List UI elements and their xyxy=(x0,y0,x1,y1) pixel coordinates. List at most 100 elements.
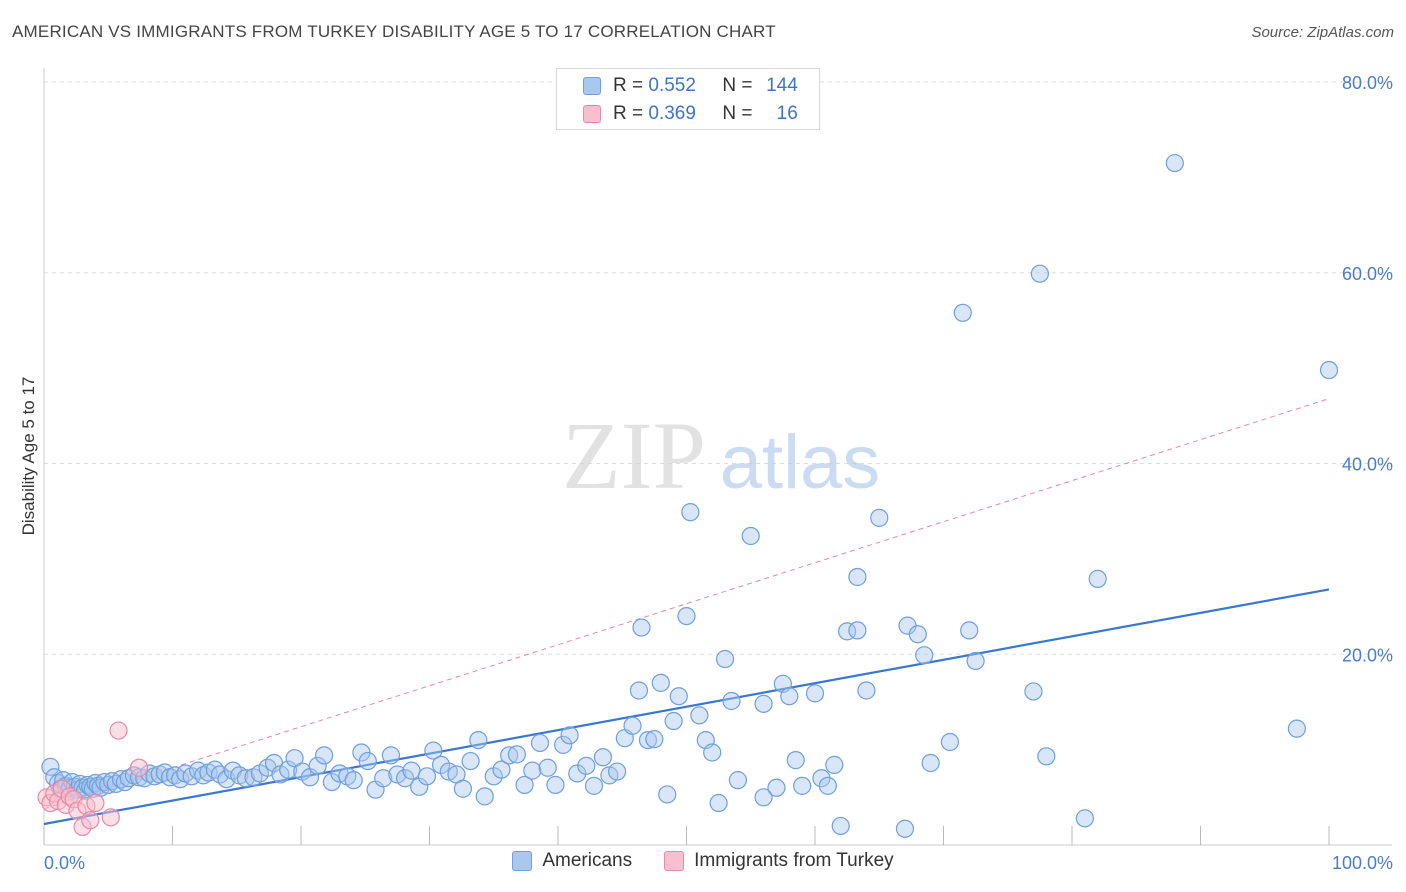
turkey-point xyxy=(86,793,105,813)
legend-r-label: R = xyxy=(613,75,644,96)
americans-point xyxy=(285,749,304,768)
americans-point xyxy=(507,745,526,764)
stats-legend: R = 0.552 N = 144 R = 0.369 N = 16 xyxy=(556,68,820,130)
legend-n-value: 16 xyxy=(776,103,798,124)
americans-point xyxy=(1088,569,1107,589)
americans-point xyxy=(728,771,748,790)
watermark-atlas: atlas xyxy=(720,420,881,505)
legend-row-americans: R = 0.552 N = 144 xyxy=(583,73,798,99)
americans-point xyxy=(358,751,377,771)
americans-point xyxy=(754,694,773,713)
americans-point xyxy=(171,770,190,789)
americans-point xyxy=(645,730,664,749)
americans-point xyxy=(848,567,867,587)
legend-n-label: N = xyxy=(722,103,753,124)
americans-point xyxy=(554,735,573,754)
legend-r-label: R = xyxy=(613,103,644,124)
americans-point xyxy=(629,681,649,700)
americans-point xyxy=(530,733,550,753)
americans-point xyxy=(848,621,867,640)
americans-point xyxy=(374,769,393,788)
americans-point xyxy=(908,625,927,644)
legend-n-label: N = xyxy=(722,75,753,96)
legend-row-turkey: R = 0.369 N = 16 xyxy=(583,101,798,127)
americans-point xyxy=(940,732,960,752)
americans-point xyxy=(658,785,677,804)
legend-n-value: 144 xyxy=(766,75,798,96)
y-tick-label: 60.0% xyxy=(1342,264,1393,284)
turkey-point xyxy=(129,758,149,777)
zipatlas-watermark: ZIP atlas xyxy=(562,402,880,509)
americans-point xyxy=(638,730,658,750)
americans-point xyxy=(1037,747,1056,766)
americans-point xyxy=(953,303,972,322)
americans-point xyxy=(453,779,473,798)
americans-point xyxy=(632,618,651,637)
americans-point xyxy=(500,746,519,765)
americans-point xyxy=(546,775,565,795)
americans-point xyxy=(780,687,799,706)
americans-point xyxy=(584,776,604,795)
americans-point xyxy=(538,758,557,777)
turkey-swatch xyxy=(583,105,601,123)
legend-turkey[interactable]: Immigrants from Turkey xyxy=(664,850,894,872)
americans-point xyxy=(236,769,255,788)
americans-point xyxy=(690,706,709,725)
americans-point xyxy=(793,776,812,795)
americans-swatch xyxy=(583,77,601,95)
americans-point xyxy=(515,775,534,795)
americans-point xyxy=(715,649,735,669)
americans-point xyxy=(805,684,825,703)
americans-point xyxy=(669,687,688,706)
americans-point xyxy=(1030,264,1049,283)
legend-americans-label: Americans xyxy=(542,850,633,871)
turkey-point xyxy=(109,721,128,740)
americans-point xyxy=(703,743,722,762)
americans-point xyxy=(424,741,443,760)
turkey-point xyxy=(81,811,100,830)
americans-point xyxy=(344,771,363,790)
grid-layer xyxy=(44,81,1392,655)
americans-point xyxy=(870,508,889,527)
americans-point xyxy=(651,673,670,692)
americans-point xyxy=(709,793,728,813)
y-tick-label: 20.0% xyxy=(1342,645,1393,665)
turkey-point xyxy=(101,808,120,827)
x-tick-max: 100.0% xyxy=(1332,853,1393,873)
americans-point xyxy=(818,776,837,795)
axis-layer: 20.0% 40.0% 60.0% 80.0% xyxy=(43,68,1393,846)
americans-point xyxy=(461,751,480,771)
americans-point xyxy=(315,746,334,765)
americans-point xyxy=(664,711,683,731)
americans-point xyxy=(1287,719,1306,738)
americans-point xyxy=(1024,682,1043,701)
legend-americans[interactable]: Americans xyxy=(512,850,632,872)
chart-title: AMERICAN VS IMMIGRANTS FROM TURKEY DISAB… xyxy=(12,22,776,41)
americans-point xyxy=(577,756,596,775)
legend-turkey-label: Immigrants from Turkey xyxy=(694,850,894,871)
series-legend: Americans Immigrants from Turkey xyxy=(0,850,1406,872)
americans-point xyxy=(593,748,613,767)
americans-legend-swatch xyxy=(512,851,533,871)
americans-point xyxy=(915,646,934,665)
americans-point xyxy=(681,503,700,522)
americans-point xyxy=(381,746,401,765)
y-tick-label: 80.0% xyxy=(1342,73,1393,93)
americans-point xyxy=(966,651,985,671)
americans-point xyxy=(1319,360,1339,380)
legend-r-value: 0.369 xyxy=(648,103,696,124)
americans-point xyxy=(754,788,773,807)
americans-point xyxy=(608,762,627,781)
americans-point xyxy=(395,769,415,788)
americans-point xyxy=(921,753,940,773)
americans-point xyxy=(417,767,437,786)
americans-point xyxy=(279,760,298,779)
americans-point xyxy=(560,726,579,745)
americans-point xyxy=(831,816,850,836)
americans-point xyxy=(786,751,805,770)
americans-point xyxy=(960,621,979,640)
watermark-zip: ZIP xyxy=(562,402,706,509)
americans-point xyxy=(623,716,642,735)
americans-point xyxy=(475,787,494,806)
